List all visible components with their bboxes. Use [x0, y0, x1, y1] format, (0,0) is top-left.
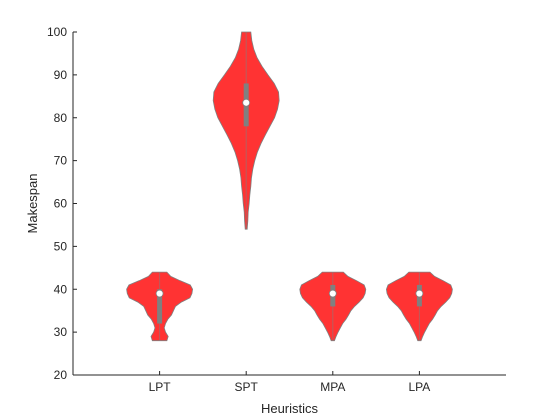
- y-tick-label: 60: [54, 197, 68, 211]
- x-ticks: LPT SPT MPA LPA: [149, 371, 431, 394]
- x-tick-label: MPA: [320, 380, 345, 394]
- violin-spt: [212, 31, 280, 230]
- violin-iqr-box: [157, 289, 163, 324]
- y-tick-label: 30: [54, 325, 68, 339]
- x-axis-title: Heuristics: [261, 401, 319, 416]
- x-tick-label: LPT: [149, 380, 172, 394]
- y-tick-label: 50: [54, 239, 68, 253]
- violin-lpa: [385, 271, 453, 342]
- y-ticks: 20 30 40 50 60 70 80 90 100: [47, 25, 77, 382]
- y-tick-label: 90: [54, 68, 68, 82]
- y-tick-label: 20: [54, 368, 68, 382]
- y-tick-label: 40: [54, 282, 68, 296]
- violins-layer: [126, 31, 453, 342]
- violin-median-marker: [242, 98, 251, 107]
- violin-median-marker: [155, 289, 164, 298]
- y-tick-label: 80: [54, 111, 68, 125]
- x-tick-label: LPA: [409, 380, 431, 394]
- violin-median-marker: [328, 289, 337, 298]
- y-axis-title: Makespan: [25, 174, 40, 234]
- axes-layer: [72, 32, 506, 376]
- x-tick-label: SPT: [235, 380, 259, 394]
- violin-median-marker: [415, 289, 424, 298]
- y-tick-label: 70: [54, 154, 68, 168]
- violin-lpt: [126, 271, 194, 342]
- violin-mpa: [299, 271, 367, 342]
- y-tick-label: 100: [47, 25, 67, 39]
